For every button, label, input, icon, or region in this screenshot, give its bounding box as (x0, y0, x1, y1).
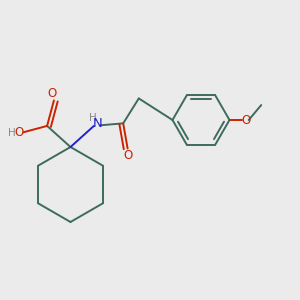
Text: O: O (124, 149, 133, 162)
Text: O: O (241, 113, 250, 127)
Text: O: O (15, 126, 24, 139)
Text: H: H (89, 113, 97, 123)
Text: N: N (93, 117, 102, 130)
Text: O: O (48, 87, 57, 100)
Text: H: H (8, 128, 16, 139)
